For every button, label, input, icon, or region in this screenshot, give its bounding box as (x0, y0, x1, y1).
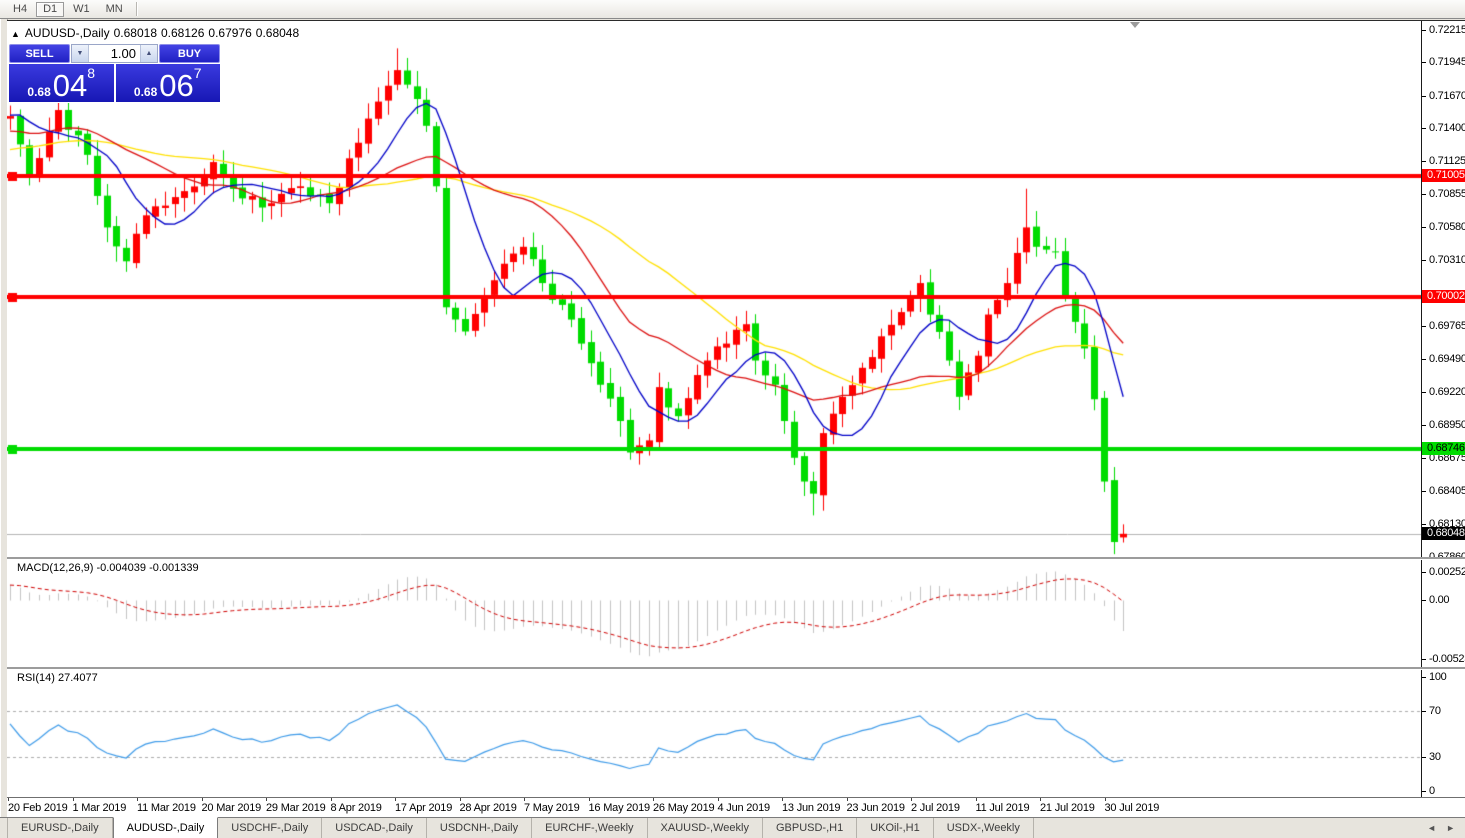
date-tick: 30 Jul 2019 (1104, 798, 1160, 814)
volume-spinner: ▼ ▲ (71, 44, 158, 63)
date-tick: 21 Jul 2019 (1040, 798, 1095, 814)
chart-tab-audusd-daily[interactable]: AUDUSD-,Daily (112, 817, 219, 838)
ohlc-low: 0.67976 (208, 26, 252, 40)
symbol-period-label: AUDUSD-,Daily (24, 26, 110, 40)
chart-tab-eurusd-daily[interactable]: EURUSD-,Daily (7, 818, 113, 838)
sell-price-prefix: 0.68 (27, 85, 51, 99)
chart-title: ▲ AUDUSD-,Daily 0.68018 0.68126 0.67976 0.680… (11, 26, 303, 40)
tab-scroll-arrows: ◄ ► (1427, 818, 1465, 838)
date-tick: 11 Mar 2019 (137, 798, 196, 814)
date-tick: 4 Jun 2019 (717, 798, 770, 814)
buy-button[interactable]: BUY (159, 44, 220, 63)
volume-increase-button[interactable]: ▲ (140, 45, 157, 62)
chart-tab-usdchf-daily[interactable]: USDCHF-,Daily (218, 818, 323, 838)
macd-indicator-label: MACD(12,26,9) -0.004039 -0.001339 (17, 562, 199, 574)
chart-tab-bar: EURUSD-,Daily AUDUSD-,Daily USDCHF-,Daily U… (0, 817, 1465, 838)
sell-price-tile[interactable]: 0.68 04 8 (9, 64, 114, 102)
date-tick: 8 Apr 2019 (330, 798, 382, 814)
date-tick: 26 May 2019 (653, 798, 715, 814)
price-tick: 0.69765 (1422, 320, 1465, 332)
chart-tab-usdcad-daily[interactable]: USDCAD-,Daily (322, 818, 427, 838)
macd-tick: -0.005234 (1422, 653, 1465, 665)
rsi-indicator-label: RSI(14) 27.4077 (17, 672, 98, 684)
volume-decrease-button[interactable]: ▼ (72, 45, 89, 62)
buy-price-prefix: 0.68 (133, 85, 158, 99)
price-axis[interactable]: 0.72215 0.71945 0.71670 0.71400 0.71125 0.708… (1421, 21, 1465, 797)
rsi-tick: 0 (1422, 785, 1465, 797)
date-tick: 29 Mar 2019 (266, 798, 326, 814)
date-tick: 16 May 2019 (588, 798, 650, 814)
buy-price-pip: 7 (193, 65, 202, 81)
price-tick: 0.71945 (1422, 56, 1465, 68)
tab-scroll-left-icon[interactable]: ◄ (1427, 823, 1437, 833)
price-tick: 0.69490 (1422, 353, 1465, 365)
price-tick: 0.71125 (1422, 155, 1465, 167)
tab-scroll-right-icon[interactable]: ► (1446, 823, 1455, 833)
chart-canvas[interactable] (7, 21, 1421, 797)
timeframe-toolbar: H4 D1 W1 MN (0, 0, 1465, 19)
collapse-trade-panel-icon[interactable]: ▲ (11, 29, 20, 39)
timeframe-button-w1[interactable]: W1 (66, 2, 97, 17)
date-tick: 2 Jul 2019 (911, 798, 960, 814)
buy-price-big: 06 (159, 68, 194, 103)
price-tick: 0.70310 (1422, 254, 1465, 266)
date-tick: 1 Mar 2019 (72, 798, 127, 814)
timeframe-button-mn[interactable]: MN (99, 2, 130, 17)
price-tick: 0.70580 (1422, 221, 1465, 233)
chart-window: ▲ AUDUSD-,Daily 0.68018 0.68126 0.67976 0.680… (7, 20, 1465, 818)
date-tick: 13 Jun 2019 (782, 798, 841, 814)
chart-tab-usdx-weekly[interactable]: USDX-,Weekly (934, 818, 1034, 838)
hline-price-flag: 0.68746 (1422, 442, 1465, 456)
price-tick: 0.69220 (1422, 386, 1465, 398)
rsi-tick: 100 (1422, 671, 1465, 683)
chart-tab-gbpusd-h1[interactable]: GBPUSD-,H1 (763, 818, 858, 838)
price-tick: 0.71670 (1422, 90, 1465, 102)
price-tick: 0.71400 (1422, 122, 1465, 134)
date-tick: 11 Jul 2019 (975, 798, 1030, 814)
macd-tick: 0.002522 (1422, 566, 1465, 578)
current-price-flag: 0.68048 (1422, 526, 1465, 540)
rsi-pane-splitter[interactable] (7, 667, 1465, 670)
date-tick: 20 Feb 2019 (8, 798, 68, 814)
price-tick: 0.72215 (1422, 24, 1465, 36)
macd-pane-splitter[interactable] (7, 557, 1465, 560)
sell-button[interactable]: SELL (9, 44, 70, 63)
chart-tab-eurchf-weekly[interactable]: EURCHF-,Weekly (532, 818, 648, 838)
chart-tab-xauusd-weekly[interactable]: XAUUSD-,Weekly (648, 818, 763, 838)
ohlc-open: 0.68018 (113, 26, 157, 40)
date-tick: 23 Jun 2019 (846, 798, 905, 814)
price-tick: 0.68405 (1422, 485, 1465, 497)
volume-input[interactable] (89, 45, 140, 62)
chart-tab-ukoil-h1[interactable]: UKOil-,H1 (857, 818, 934, 838)
hline-price-flag: 0.71005 (1422, 169, 1465, 182)
date-axis[interactable]: 20 Feb 2019 1 Mar 2019 11 Mar 2019 20 Mar 2… (7, 797, 1465, 818)
date-tick: 28 Apr 2019 (459, 798, 517, 814)
price-tick: 0.70855 (1422, 188, 1465, 200)
macd-tick: 0.00 (1422, 594, 1465, 606)
rsi-tick: 30 (1422, 751, 1465, 763)
chart-tab-usdcnh-daily[interactable]: USDCNH-,Daily (427, 818, 533, 838)
timeframe-button-d1[interactable]: D1 (36, 1, 65, 17)
chart-shift-marker-icon[interactable] (1130, 22, 1140, 28)
ohlc-high: 0.68126 (161, 26, 205, 40)
sell-price-pip: 8 (87, 65, 96, 81)
date-tick: 7 May 2019 (524, 798, 580, 814)
sell-price-big: 04 (52, 68, 88, 103)
toolbar-separator (135, 2, 137, 16)
ohlc-close: 0.68048 (255, 26, 300, 40)
hline-price-flag: 0.70002 (1422, 290, 1465, 304)
date-tick: 20 Mar 2019 (201, 798, 262, 814)
price-tick: 0.68950 (1422, 419, 1465, 431)
rsi-tick: 70 (1422, 705, 1465, 717)
buy-price-tile[interactable]: 0.68 06 7 (115, 64, 220, 103)
timeframe-button-h4[interactable]: H4 (6, 2, 34, 17)
date-tick: 17 Apr 2019 (395, 798, 453, 814)
